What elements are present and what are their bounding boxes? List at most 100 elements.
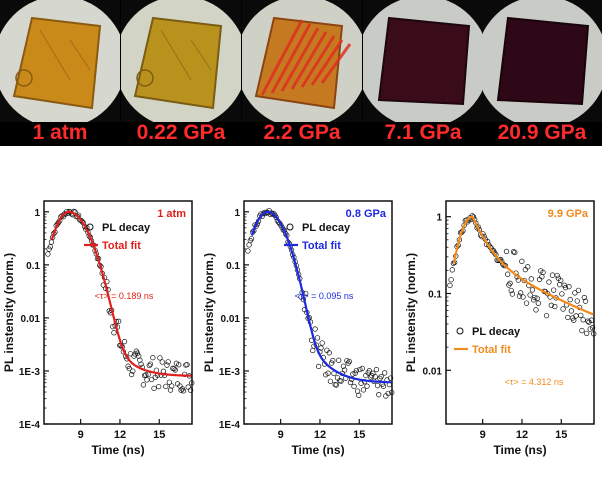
pressure-label: 9.9 GPa (548, 208, 589, 220)
pressure-label: 7.1 GPa (384, 121, 462, 144)
data-point (512, 249, 518, 256)
data-point (589, 325, 596, 331)
x-axis-label: Time (ns) (493, 443, 546, 457)
data-point (312, 326, 318, 332)
legend-label-fit: Total fit (302, 240, 341, 252)
y-tick-label: 1 (34, 208, 40, 219)
lifetime-annotation: <τ> = 4.312 ns (505, 377, 564, 387)
y-tick-label: 0.1 (226, 261, 240, 272)
data-point (169, 383, 175, 389)
data-point (357, 366, 363, 373)
data-point (372, 374, 378, 380)
data-point (518, 290, 524, 296)
data-point (373, 366, 380, 373)
y-tick-label: 0.1 (428, 289, 442, 300)
data-point (548, 302, 554, 308)
data-point (180, 388, 187, 394)
data-point (382, 370, 388, 376)
data-point (111, 330, 117, 336)
data-point (591, 331, 597, 337)
data-point (138, 361, 144, 367)
data-point (165, 359, 171, 365)
y-tick-label: 0.01 (21, 314, 41, 325)
data-point (528, 276, 534, 282)
y-tick-label: 1E-3 (219, 367, 241, 378)
data-point (447, 282, 453, 289)
data-point (516, 293, 523, 299)
data-point (45, 251, 51, 257)
data-point (347, 379, 354, 386)
crack (190, 39, 212, 71)
x-tick-label: 9 (278, 429, 284, 441)
x-tick-label: 12 (114, 429, 126, 441)
crack (160, 29, 192, 81)
crystal-photo-strip: 1 atm 0.22 GPa 2.2 GPa 7.1 GPa 20.9 GPa (0, 0, 602, 146)
data-point (353, 367, 360, 374)
pressure-label: 1 atm (157, 208, 186, 220)
data-point (579, 327, 585, 334)
data-point (157, 355, 163, 361)
data-point (318, 345, 324, 351)
data-point (151, 385, 157, 392)
crystal-photo (242, 0, 362, 122)
crystal (496, 16, 590, 106)
data-point (140, 382, 147, 388)
data-point (523, 300, 530, 306)
data-point (448, 277, 454, 283)
data-point (137, 357, 143, 363)
data-point (521, 277, 527, 284)
data-point (508, 287, 514, 294)
data-point (380, 383, 387, 389)
data-point (543, 312, 550, 319)
data-point (48, 239, 55, 245)
legend-marker-decay (456, 327, 464, 335)
y-tick-label: 1 (234, 208, 240, 219)
data-point (79, 218, 85, 225)
data-point (527, 292, 533, 298)
data-point (585, 318, 591, 324)
crystal (377, 16, 471, 106)
data-point (571, 317, 577, 323)
data-point (336, 357, 342, 363)
data-point (385, 390, 391, 397)
y-tick-label: 0.1 (26, 261, 40, 272)
crystal-photo (0, 0, 120, 122)
plot-frame (43, 200, 193, 425)
data-point (351, 383, 357, 390)
crystal-photo (121, 0, 241, 122)
data-point (387, 375, 394, 381)
legend-marker-decay (86, 223, 94, 231)
data-point (178, 387, 184, 393)
y-tick-label: 1E-4 (19, 420, 41, 431)
data-point (562, 284, 569, 291)
y-tick-label: 0.01 (221, 314, 241, 325)
data-point (134, 350, 141, 356)
stress-stripe (310, 39, 344, 86)
data-point (581, 294, 587, 301)
total-fit-line (452, 215, 594, 316)
x-tick-label: 15 (353, 429, 365, 441)
data-point (572, 290, 578, 296)
plot-frame (445, 200, 595, 425)
data-point (574, 298, 580, 304)
x-axis-label: Time (ns) (291, 443, 344, 457)
data-point (389, 389, 395, 396)
x-tick-label: 15 (153, 429, 165, 441)
data-point (509, 291, 516, 297)
legend-label-decay: PL decay (302, 222, 351, 234)
data-point (359, 365, 365, 372)
data-point (449, 267, 455, 273)
x-tick-label: 9 (480, 429, 486, 441)
pressure-label: 0.8 GPa (346, 208, 387, 220)
data-point (189, 380, 195, 386)
data-point (346, 358, 352, 365)
total-fit-line (250, 210, 392, 384)
data-point (341, 367, 348, 373)
y-tick-label: 0.01 (423, 366, 443, 377)
data-point (540, 269, 546, 275)
x-tick-label: 12 (314, 429, 326, 441)
crack (69, 39, 91, 71)
data-point (166, 379, 172, 385)
data-point (146, 362, 152, 369)
data-point (575, 287, 582, 294)
